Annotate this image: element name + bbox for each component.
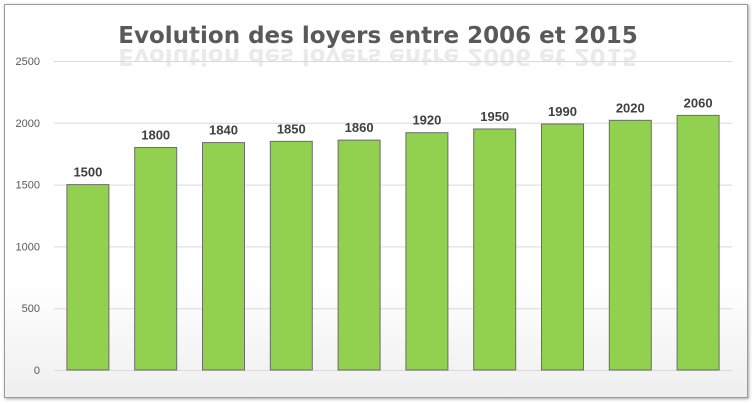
bar [134,147,178,371]
data-label: 1990 [548,104,577,119]
chart-title-reflection: Evolution des loyers entre 2006 et 2015 [118,43,637,69]
bar [608,119,652,371]
data-label: 2060 [684,95,713,110]
data-label: 1800 [141,128,170,143]
data-label: 1850 [277,121,306,136]
bar [66,184,110,371]
bar [269,140,313,371]
bar [337,139,381,371]
chart-title: Evolution des loyers entre 2006 et 2015 [118,23,637,49]
y-tick-label: 1000 [16,241,40,253]
y-tick-label: 1500 [16,180,40,192]
data-label: 2020 [616,100,645,115]
data-label: 1950 [480,109,509,124]
y-tick-label: 2500 [16,56,40,68]
bars [66,114,720,371]
bar [473,128,517,371]
bar [202,142,245,371]
y-tick-label: 0 [34,365,40,377]
data-label: 1920 [412,113,441,128]
data-labels: 1500 1800 1840 1850 1860 1920 1950 1990 2020 2060 [73,95,712,179]
bar [405,132,449,371]
y-axis: 0 500 1000 1500 2000 2500 [16,56,40,377]
data-label: 1860 [345,120,374,135]
data-label: 1500 [73,165,102,180]
y-tick-label: 500 [22,303,40,315]
bar [541,123,584,371]
bar [676,114,720,371]
y-tick-label: 2000 [16,118,40,130]
data-label: 1840 [209,123,238,138]
